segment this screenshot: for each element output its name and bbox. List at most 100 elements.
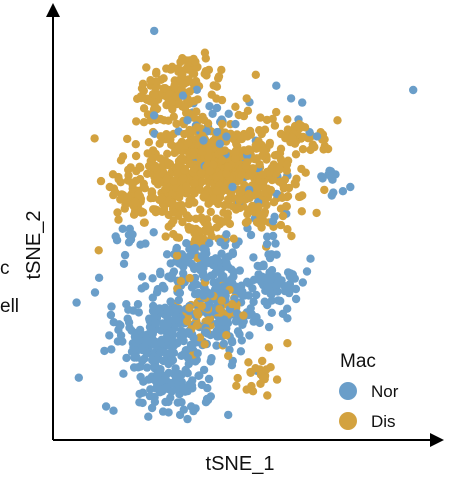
data-point-nor	[135, 398, 144, 407]
data-point-nor	[201, 328, 211, 337]
data-point-nor	[134, 308, 143, 317]
data-point-dis	[283, 225, 292, 234]
data-point-dis	[183, 317, 192, 326]
data-point-dis	[278, 211, 288, 221]
data-point-dis	[251, 70, 260, 80]
data-point-dis	[288, 133, 297, 143]
data-point-dis	[206, 207, 215, 217]
data-point-dis	[258, 170, 267, 179]
data-point-nor	[273, 287, 282, 296]
data-point-nor	[227, 361, 237, 370]
data-point-nor	[130, 332, 140, 341]
data-point-nor	[149, 392, 159, 402]
data-point-nor	[122, 353, 131, 363]
data-point-nor	[164, 408, 173, 417]
data-point-dis	[131, 140, 140, 149]
data-point-dis	[134, 189, 143, 199]
data-point-dis	[146, 76, 155, 85]
data-point-nor	[138, 356, 147, 365]
data-point-dis	[320, 185, 329, 195]
data-point-nor	[100, 346, 109, 356]
data-point-nor	[326, 167, 336, 176]
data-point-nor	[137, 272, 147, 281]
data-point-nor	[156, 267, 165, 276]
data-point-dis	[131, 197, 140, 207]
y-axis-arrow-icon	[46, 3, 60, 17]
data-point-dis	[118, 152, 128, 161]
data-point-dis	[176, 57, 185, 67]
data-point-dis	[203, 220, 212, 229]
data-point-dis	[137, 93, 146, 103]
data-point-dis	[161, 232, 170, 241]
data-point-dis	[266, 185, 276, 195]
data-point-nor	[245, 331, 254, 340]
data-point-nor	[318, 174, 327, 183]
data-point-dis	[264, 343, 274, 352]
data-point-nor	[187, 381, 197, 390]
data-point-nor	[183, 116, 192, 125]
data-point-dis	[217, 65, 226, 75]
data-point-nor	[149, 301, 158, 311]
data-point-dis	[298, 145, 308, 154]
data-point-nor	[138, 388, 148, 397]
data-point-dis	[241, 161, 250, 170]
data-point-nor	[224, 109, 233, 119]
data-point-nor	[233, 327, 243, 336]
data-point-dis	[156, 132, 165, 141]
data-point-nor	[283, 268, 293, 277]
data-point-nor	[298, 278, 307, 287]
data-point-nor	[162, 333, 171, 343]
data-point-dis	[200, 48, 210, 57]
data-point-dis	[196, 205, 205, 214]
left-fragment-line1: c	[0, 258, 10, 279]
data-point-dis	[298, 132, 308, 142]
data-point-dis	[255, 210, 264, 219]
data-point-nor	[106, 310, 116, 320]
data-point-dis	[142, 63, 151, 72]
data-point-dis	[146, 156, 155, 166]
data-point-nor	[124, 238, 134, 247]
data-point-dis	[177, 154, 187, 163]
data-point-nor	[141, 335, 150, 345]
data-point-dis	[169, 229, 178, 239]
data-point-nor	[268, 217, 278, 226]
data-point-dis	[114, 172, 123, 182]
data-point-dis	[178, 174, 188, 183]
data-point-nor	[226, 275, 235, 285]
data-point-nor	[179, 405, 188, 414]
data-point-dis	[222, 169, 231, 178]
data-point-dis	[237, 170, 247, 180]
data-point-dis	[180, 165, 190, 175]
data-point-nor	[166, 259, 175, 268]
data-point-dis	[208, 160, 218, 169]
data-point-nor	[236, 347, 246, 356]
data-point-nor	[183, 369, 192, 378]
data-point-dis	[145, 97, 155, 106]
data-point-nor	[172, 243, 181, 253]
data-point-nor	[222, 132, 231, 141]
data-point-nor	[227, 336, 237, 345]
data-point-nor	[134, 363, 143, 372]
data-point-dis	[140, 184, 150, 193]
data-point-dis	[185, 273, 194, 283]
data-point-nor	[161, 349, 171, 358]
data-point-dis	[139, 86, 148, 96]
data-point-nor	[278, 309, 288, 318]
data-point-nor	[130, 353, 139, 362]
data-point-dis	[244, 189, 253, 199]
data-point-nor	[187, 402, 196, 411]
data-point-dis	[217, 119, 227, 129]
data-point-nor	[206, 357, 215, 366]
data-point-nor	[109, 318, 118, 327]
data-point-nor	[235, 266, 244, 275]
data-point-nor	[137, 284, 146, 293]
data-point-nor	[119, 259, 129, 268]
data-point-dis	[282, 160, 292, 169]
data-point-nor	[249, 297, 258, 307]
data-point-dis	[183, 65, 193, 74]
data-point-dis	[248, 164, 258, 173]
data-point-nor	[180, 328, 190, 337]
data-point-dis	[262, 200, 271, 210]
data-point-dis	[150, 163, 159, 172]
data-point-dis	[185, 87, 194, 96]
